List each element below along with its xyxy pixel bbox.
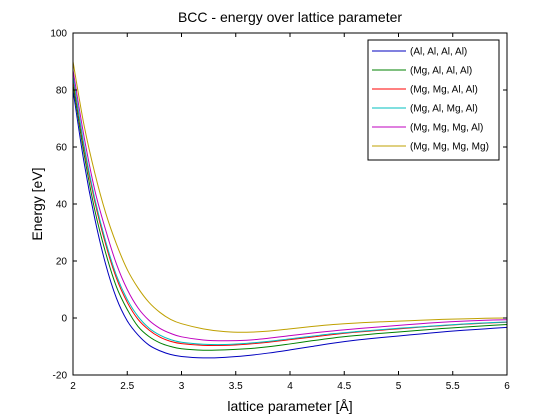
- x-tick-label: 5.5: [446, 381, 460, 392]
- chart-title: BCC - energy over lattice parameter: [178, 9, 402, 25]
- y-axis-label: Energy [eV]: [29, 167, 45, 240]
- x-tick-label: 2: [70, 381, 76, 392]
- series-line-4: [72, 75, 508, 346]
- legend-entry-label: (Mg, Mg, Mg, Al): [410, 123, 483, 134]
- legend-entry-label: (Mg, Mg, Al, Al): [410, 85, 478, 96]
- legend-entry-label: (Al, Al, Al, Al): [410, 47, 467, 58]
- series-line-5: [72, 69, 508, 342]
- x-tick-label: 2.5: [120, 381, 134, 392]
- series-line-1: [72, 89, 508, 359]
- series-line-6: [72, 61, 508, 333]
- y-tick-label: 100: [50, 29, 67, 40]
- series-group: [72, 61, 508, 359]
- legend-entry-label: (Mg, Al, Al, Al): [410, 66, 472, 77]
- legend-entry-label: (Mg, Mg, Mg, Mg): [410, 142, 489, 153]
- series-line-2: [72, 84, 508, 351]
- legend-entry-label: (Mg, Al, Mg, Al): [410, 104, 478, 115]
- y-tick-label: 80: [56, 86, 68, 97]
- x-tick-label: 5: [396, 381, 402, 392]
- y-tick-label: 60: [56, 143, 68, 154]
- x-axis-label: lattice parameter [Å]: [227, 398, 352, 414]
- y-tick-label: 40: [56, 200, 68, 211]
- x-tick-label: 3: [179, 381, 185, 392]
- x-tick-label: 3.5: [229, 381, 243, 392]
- ticks-group: 2 2.5 3 3.5 4 4.5 5 5.5 6 -20 0 20 40 60 80 100: [50, 29, 510, 393]
- y-tick-label: -20: [53, 371, 68, 382]
- y-tick-label: 0: [61, 314, 67, 325]
- x-tick-label: 6: [504, 381, 510, 392]
- legend-box: [367, 39, 500, 161]
- x-tick-label: 4: [287, 381, 293, 392]
- x-tick-label: 4.5: [337, 381, 351, 392]
- legend: (Al, Al, Al, Al) (Mg, Al, Al, Al) (Mg, Mg,…: [367, 39, 500, 161]
- y-tick-label: 20: [56, 257, 68, 268]
